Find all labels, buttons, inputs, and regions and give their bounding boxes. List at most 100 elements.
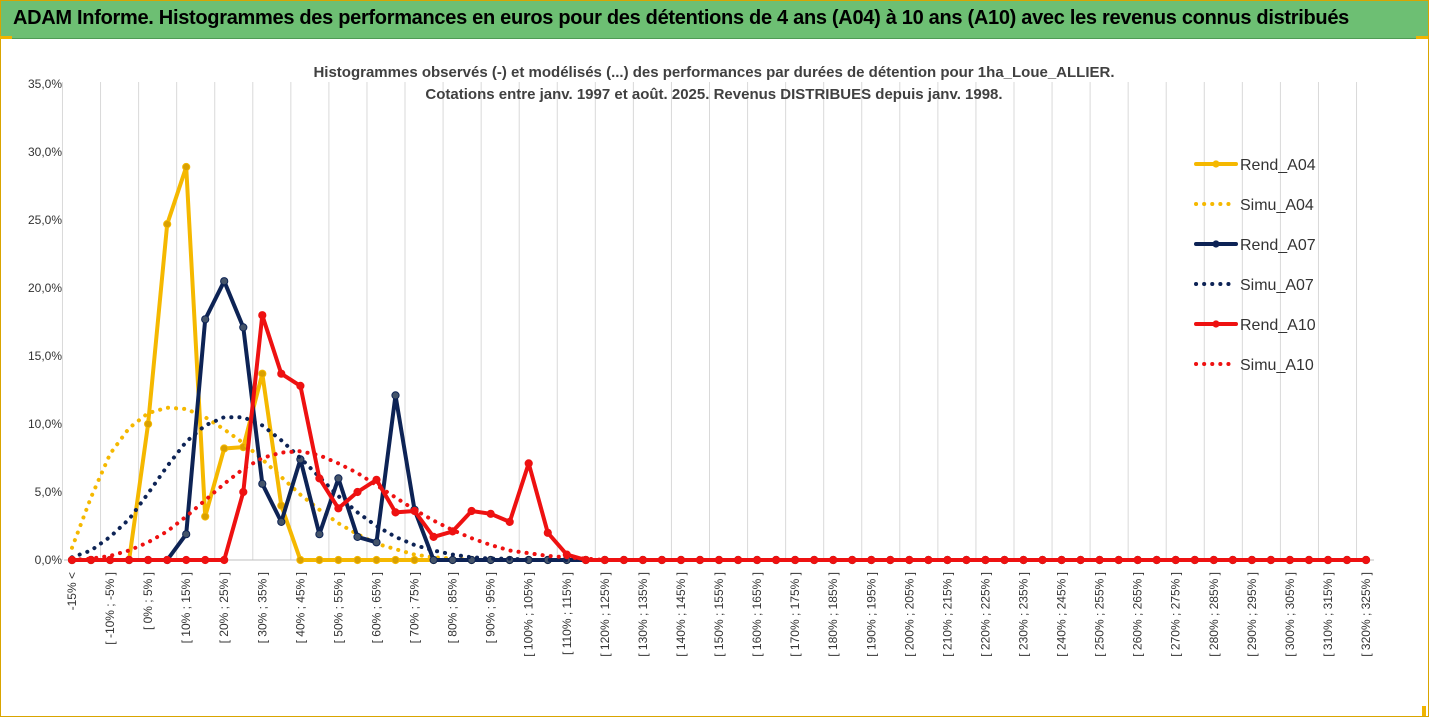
x-tick-label: [ 210% ; 215% ] [940,572,954,657]
data-point [239,487,248,497]
series-line [70,449,1368,562]
y-tick-label: 30,0% [28,145,62,159]
data-point [391,555,400,565]
x-tick-label: [ 270% ; 275% ] [1169,572,1183,657]
data-point [258,479,267,488]
y-tick-label: 25,0% [28,213,62,227]
x-tick-label: [ 60% ; 65% ] [369,572,383,643]
legend-label: Simu_A04 [1240,197,1314,214]
series-simu-a10 [70,449,1368,562]
report-banner: ADAM Informe. Histogrammes des performan… [1,1,1428,39]
x-tick-label: [ 150% ; 155% ] [712,572,726,657]
data-point [543,528,552,537]
data-point [429,532,438,542]
vertical-gridlines [61,82,1358,560]
data-point [239,323,248,332]
legend-label: Rend_A10 [1240,317,1316,334]
data-point [372,475,381,484]
y-tick-label: 5,0% [35,485,63,499]
data-point [220,555,229,565]
data-point [315,555,324,565]
data-point [391,391,400,400]
x-tick-label: [ 320% ; 325% ] [1359,572,1373,657]
data-point [182,555,191,565]
chart-title-line: Cotations entre janv. 1997 et août. 2025… [425,86,1002,103]
legend-item-simu-a07[interactable]: Simu_A07 [1194,277,1314,294]
x-tick-label: -15% < [65,572,79,610]
data-point [334,474,343,483]
data-point [182,530,191,539]
y-tick-label: 20,0% [28,281,62,295]
x-tick-label: [ 120% ; 125% ] [598,572,612,657]
data-point [353,487,362,497]
legend-item-simu-a04[interactable]: Simu_A04 [1194,197,1314,214]
x-tick-label: [ 70% ; 75% ] [408,572,422,643]
x-tick-label: [ 250% ; 255% ] [1093,572,1107,657]
data-point [144,419,153,429]
data-point [296,381,305,390]
x-tick-label: [ 80% ; 85% ] [446,572,460,643]
y-tick-label: 0,0% [35,553,63,567]
data-point [201,512,210,521]
legend-label: Rend_A07 [1240,237,1316,254]
data-point [486,509,495,518]
series-layer [67,162,1371,565]
data-point [372,538,381,547]
data-point [334,504,343,513]
legend-item-simu-a10[interactable]: Simu_A10 [1194,357,1314,374]
banner-title: ADAM Informe. Histogrammes des performan… [13,7,1349,29]
x-tick-label: [ 130% ; 135% ] [636,572,650,657]
data-point [467,506,476,516]
data-point [391,508,400,517]
series-rend-a10 [67,311,1371,565]
data-point [505,517,514,527]
data-point [258,369,267,378]
series-rend-a04 [67,162,1371,565]
legend-label: Rend_A04 [1240,157,1316,174]
x-tick-label: [ 300% ; 305% ] [1283,572,1297,657]
legend-item-rend-a10[interactable]: Rend_A10 [1194,317,1316,334]
x-tick-label: [ 10% ; 15% ] [179,572,193,643]
y-tick-label: 15,0% [28,349,62,363]
legend-marker [1212,240,1220,248]
x-tick-label: [ 40% ; 45% ] [293,572,307,643]
x-tick-label: [ 200% ; 205% ] [902,572,916,657]
data-point [1361,555,1371,565]
data-point [277,369,286,378]
data-point [429,555,438,565]
x-tick-label: [ 90% ; 95% ] [484,572,498,643]
data-point [201,555,210,565]
x-tick-label: [ 180% ; 185% ] [826,572,840,657]
legend-marker [1212,160,1220,168]
data-point [334,555,343,565]
data-point [125,555,134,565]
x-tick-label: [ 110% ; 115% ] [560,572,574,655]
chart-title: Histogrammes observés (-) et modélisés (… [313,64,1114,103]
data-point [106,555,115,565]
legend-item-rend-a04[interactable]: Rend_A04 [1194,157,1316,174]
resize-handle-top-left[interactable] [0,36,12,39]
data-point [201,315,210,324]
resize-handle-top-right[interactable] [1416,36,1428,39]
y-tick-label: 10,0% [28,417,62,431]
chart-legend[interactable]: Rend_A04 Simu_A04 Rend_A07 Simu_A07 Rend_A10… [1194,157,1316,374]
data-point [163,220,172,229]
x-tick-label: [ 170% ; 175% ] [788,572,802,657]
x-tick-label: [ 140% ; 145% ] [674,572,688,657]
data-point [353,532,362,542]
x-axis: -15% < [ -10% ; -5% ] [ 0% ; 5% ] [ 10% ; 1… [64,559,1375,657]
resize-handle-bottom-right[interactable] [1422,706,1426,716]
data-point [353,555,362,565]
data-point [315,530,324,539]
legend-item-rend-a07[interactable]: Rend_A07 [1194,237,1316,254]
data-point [448,555,457,565]
data-point [277,517,286,527]
x-tick-label: [ 280% ; 285% ] [1207,572,1221,657]
x-tick-label: [ 310% ; 315% ] [1321,572,1335,657]
x-tick-label: [ 240% ; 245% ] [1055,572,1069,657]
x-tick-label: [ 0% ; 5% ] [141,572,155,630]
x-tick-label: [ 160% ; 165% ] [750,572,764,657]
y-axis: 0,0% 5,0% 10,0% 15,0% 20,0% 25,0% 30,0% 35,0% [28,77,62,567]
